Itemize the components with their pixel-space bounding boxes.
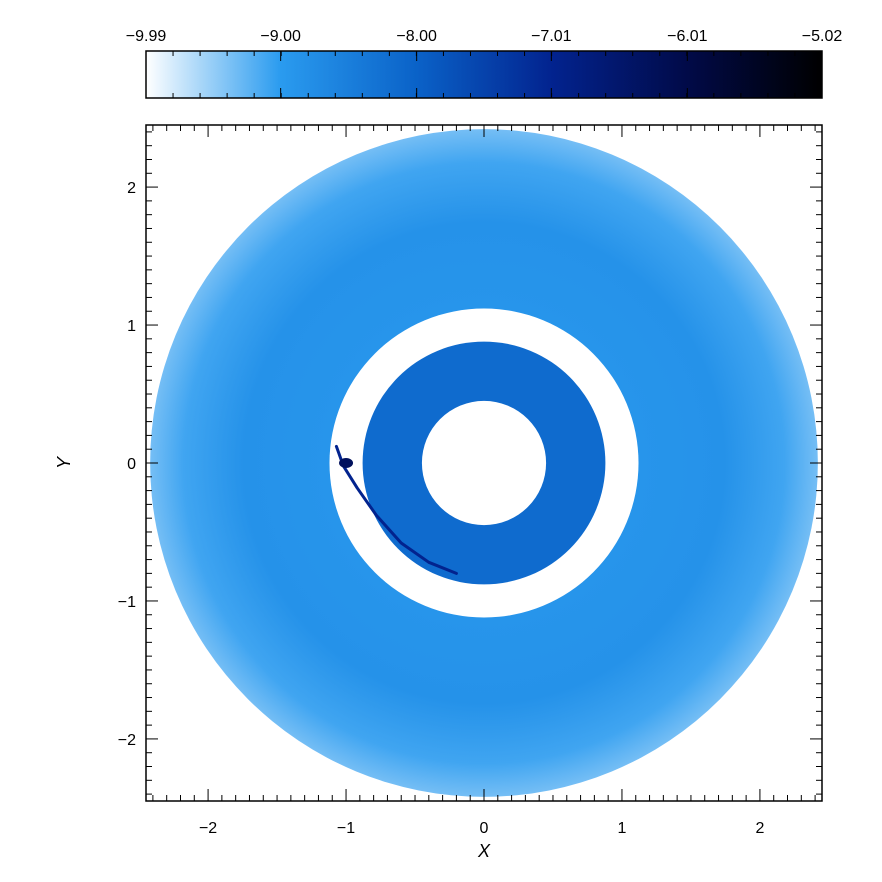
x-tick-label: −2 xyxy=(199,820,217,837)
y-tick-label: 2 xyxy=(127,180,136,197)
x-axis-title: X xyxy=(477,841,491,861)
colorbar-tick-label: −9.99 xyxy=(126,28,167,45)
planet-marker xyxy=(339,458,354,468)
y-axis-title: Y xyxy=(54,455,74,469)
colorbar-tick-labels: −9.99 −9.00 −8.00 −7.01 −6.01 −5.02 xyxy=(126,28,843,45)
colorbar-tick-label: −9.00 xyxy=(260,28,301,45)
colorbar-ticks xyxy=(145,51,823,98)
central-hole xyxy=(421,400,547,526)
y-tick-labels: −2 −1 0 1 2 xyxy=(118,180,136,749)
colorbar-gradient-bar xyxy=(145,50,823,99)
colorbar: −9.99 −9.00 −8.00 −7.01 −6.01 −5.02 xyxy=(126,28,843,99)
colorbar-tick-label: −6.01 xyxy=(667,28,708,45)
plot-area xyxy=(150,129,818,797)
axis-ticks xyxy=(146,125,822,801)
x-tick-label: 0 xyxy=(480,820,489,837)
x-tick-label: −1 xyxy=(337,820,355,837)
x-tick-labels: −2 −1 0 1 2 xyxy=(199,820,765,837)
colorbar-tick-label: −5.02 xyxy=(802,28,843,45)
x-tick-label: 1 xyxy=(618,820,627,837)
y-tick-label: 1 xyxy=(127,318,136,335)
y-tick-label: −1 xyxy=(118,594,136,611)
colorbar-tick-label: −8.00 xyxy=(396,28,437,45)
y-tick-label: −2 xyxy=(118,732,136,749)
colorbar-tick-label: −7.01 xyxy=(531,28,572,45)
x-tick-label: 2 xyxy=(755,820,764,837)
y-tick-label: 0 xyxy=(127,456,136,473)
